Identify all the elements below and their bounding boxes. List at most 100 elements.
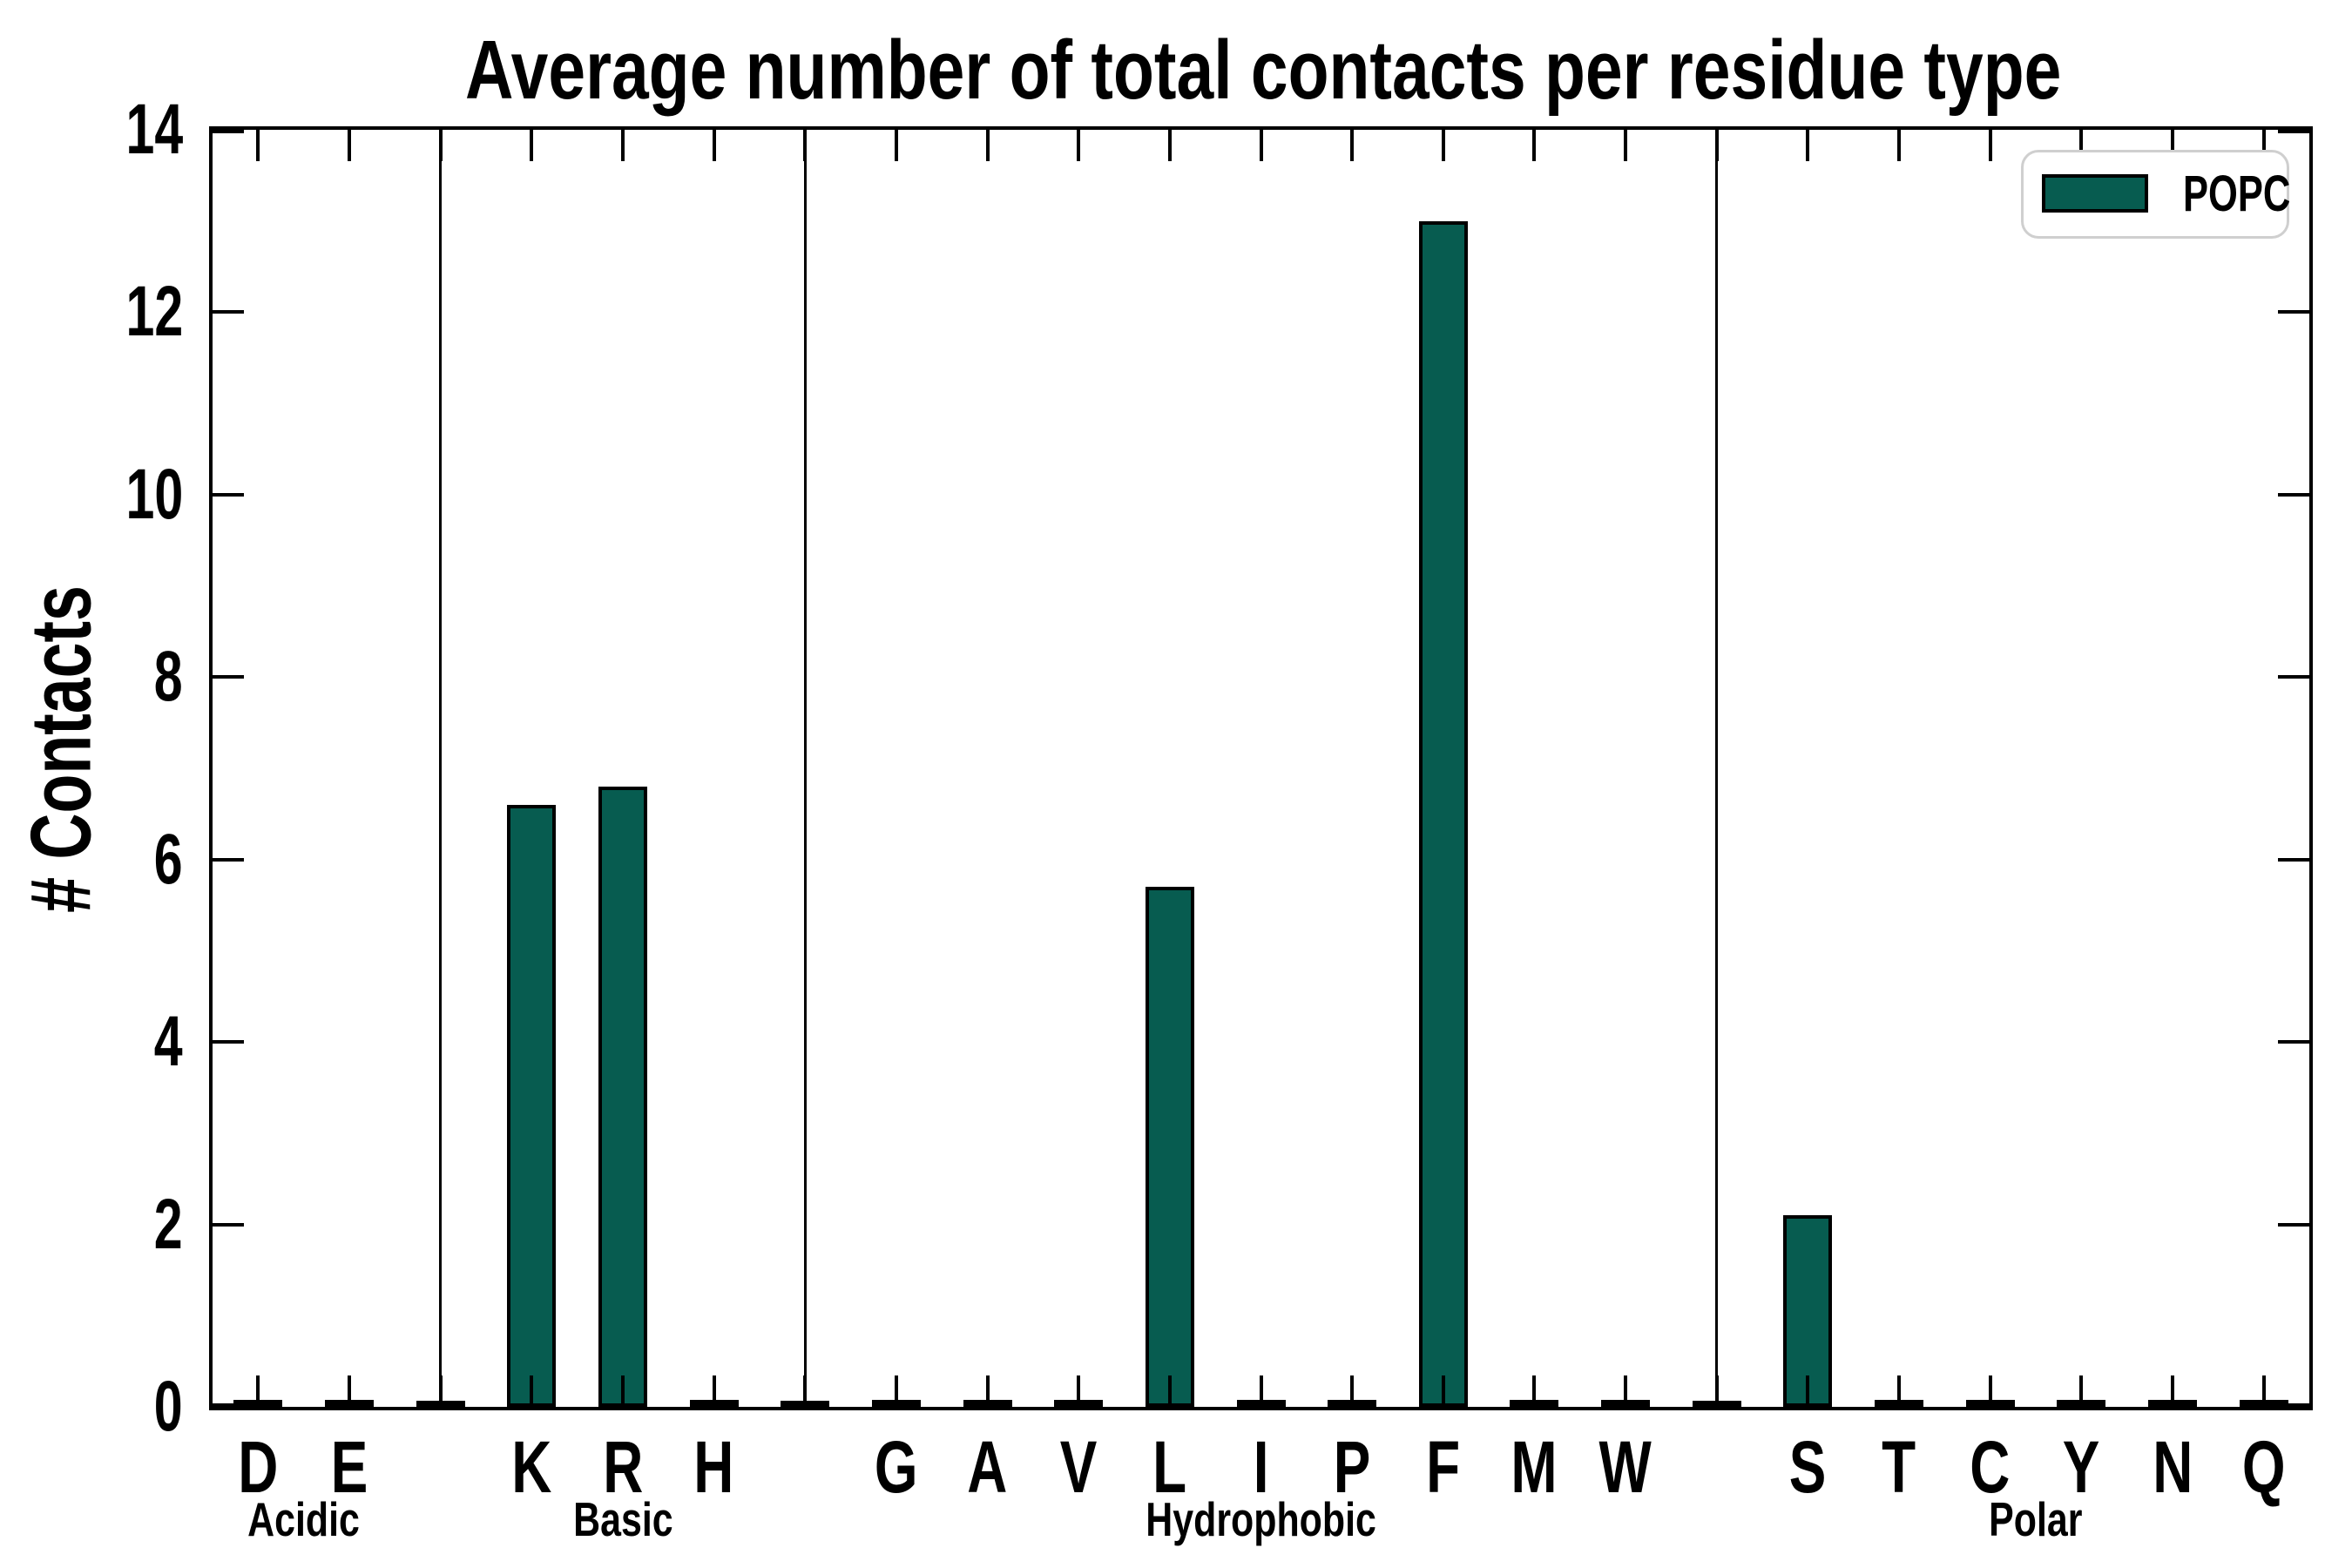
bar-F [1418, 221, 1468, 1407]
x-tick-mark-bottom [438, 1375, 443, 1407]
x-tick-mark-bottom [347, 1375, 351, 1407]
group-separator [803, 130, 807, 1407]
x-tick-mark-top [2261, 130, 2266, 161]
x-tick-mark-top [256, 130, 260, 161]
x-tick-label-H-text: H [693, 1426, 734, 1508]
x-tick-mark-bottom [2079, 1375, 2084, 1407]
x-tick-mark-bottom [2171, 1375, 2175, 1407]
y-tick-mark-left [213, 1403, 244, 1407]
x-tick-label-G-text: G [875, 1426, 918, 1508]
y-tick-mark-left [213, 310, 244, 314]
x-tick-label-V-text: V [1059, 1426, 1098, 1508]
y-tick-label-4: 4 [0, 1003, 183, 1081]
x-tick-mark-top [985, 130, 990, 161]
x-tick-mark-bottom [1259, 1375, 1263, 1407]
x-tick-mark-top [2079, 130, 2084, 161]
x-tick-label-T-text: T [1882, 1426, 1916, 1508]
y-tick-mark-left [213, 130, 244, 133]
x-tick-label-W-text: W [1598, 1426, 1652, 1508]
x-tick-mark-bottom [256, 1375, 260, 1407]
x-tick-mark-top [1806, 130, 1810, 161]
y-tick-mark-right [2278, 130, 2309, 133]
y-tick-label-6: 6 [0, 820, 183, 899]
x-tick-mark-top [803, 130, 808, 161]
x-tick-mark-bottom [1897, 1375, 1902, 1407]
x-tick-mark-bottom [1624, 1375, 1628, 1407]
group-label-basic-text: Basic [572, 1492, 673, 1546]
x-tick-label-G: G [835, 1425, 957, 1510]
y-tick-mark-right [2278, 857, 2309, 862]
x-tick-label-C-text: C [1970, 1426, 2011, 1508]
x-tick-label-P: P [1291, 1425, 1413, 1510]
x-tick-label-Q: Q [2203, 1425, 2325, 1510]
x-tick-label-L-text: L [1152, 1426, 1187, 1508]
plot-area [209, 126, 2313, 1410]
x-tick-label-Q-text: Q [2241, 1426, 2286, 1508]
y-tick-label-14-text: 14 [125, 90, 183, 169]
x-tick-mark-bottom [803, 1375, 808, 1407]
x-tick-mark-bottom [1714, 1375, 1719, 1407]
x-tick-mark-bottom [1441, 1375, 1445, 1407]
legend: POPC [2021, 150, 2290, 239]
x-tick-label-N: N [2112, 1425, 2234, 1510]
y-tick-label-10-text: 10 [125, 454, 183, 534]
x-tick-label-D: D [197, 1425, 319, 1510]
y-tick-mark-right [2278, 1403, 2309, 1407]
bar-L [1145, 887, 1194, 1407]
y-tick-mark-right [2278, 492, 2309, 497]
y-tick-label-8: 8 [0, 638, 183, 716]
y-tick-mark-left [213, 1222, 244, 1227]
x-tick-mark-bottom [894, 1375, 898, 1407]
y-tick-label-10: 10 [0, 454, 183, 534]
x-tick-label-R-text: R [602, 1426, 643, 1508]
legend-label: POPC [2183, 152, 2326, 236]
legend-swatch-popc [2042, 174, 2148, 213]
group-label-polar-text: Polar [1989, 1492, 2083, 1546]
x-tick-label-F: F [1382, 1425, 1504, 1510]
chart-title: Average number of total contacts per res… [218, 23, 2308, 118]
y-tick-mark-left [213, 1040, 244, 1044]
x-tick-label-T: T [1838, 1425, 1960, 1510]
x-tick-label-K-text: K [511, 1426, 552, 1508]
group-label-acidic-text: Acidic [247, 1492, 361, 1546]
y-tick-label-12: 12 [0, 273, 183, 351]
x-tick-label-D-text: D [238, 1426, 279, 1508]
x-tick-mark-bottom [1532, 1375, 1537, 1407]
x-tick-label-S-text: S [1789, 1426, 1827, 1508]
y-tick-mark-right [2278, 1222, 2309, 1227]
x-tick-mark-top [347, 130, 351, 161]
x-tick-label-Y: Y [2020, 1425, 2142, 1510]
x-tick-label-M: M [1473, 1425, 1595, 1510]
x-tick-mark-top [1714, 130, 1719, 161]
plot-inner [213, 130, 2309, 1407]
x-tick-label-L: L [1109, 1425, 1231, 1510]
group-label-hydrophobic: Hydrophobic [1017, 1491, 1505, 1547]
x-tick-mark-bottom [1350, 1375, 1355, 1407]
x-tick-mark-bottom [1077, 1375, 1081, 1407]
x-tick-mark-top [620, 130, 625, 161]
y-tick-mark-left [213, 492, 244, 497]
x-tick-label-Y-text: Y [2063, 1426, 2100, 1508]
x-tick-mark-bottom [1988, 1375, 1992, 1407]
x-tick-mark-bottom [985, 1375, 990, 1407]
x-tick-mark-bottom [530, 1375, 534, 1407]
x-tick-mark-top [1532, 130, 1537, 161]
chart-title-text: Average number of total contacts per res… [464, 24, 2062, 117]
x-tick-mark-bottom [1167, 1375, 1172, 1407]
x-tick-label-M-text: M [1511, 1426, 1558, 1508]
y-tick-label-12-text: 12 [125, 272, 183, 352]
x-tick-mark-top [894, 130, 898, 161]
x-tick-label-P-text: P [1333, 1426, 1371, 1508]
x-tick-mark-top [1897, 130, 1902, 161]
group-label-acidic: Acidic [60, 1491, 548, 1547]
y-tick-mark-right [2278, 1040, 2309, 1044]
x-tick-label-I: I [1200, 1425, 1322, 1510]
group-separator [439, 130, 443, 1407]
x-tick-label-S: S [1747, 1425, 1869, 1510]
y-tick-mark-left [213, 675, 244, 679]
x-tick-label-F-text: F [1426, 1426, 1461, 1508]
legend-label-text: POPC [2183, 166, 2291, 222]
y-tick-label-0: 0 [0, 1368, 183, 1446]
x-tick-label-C: C [1930, 1425, 2051, 1510]
